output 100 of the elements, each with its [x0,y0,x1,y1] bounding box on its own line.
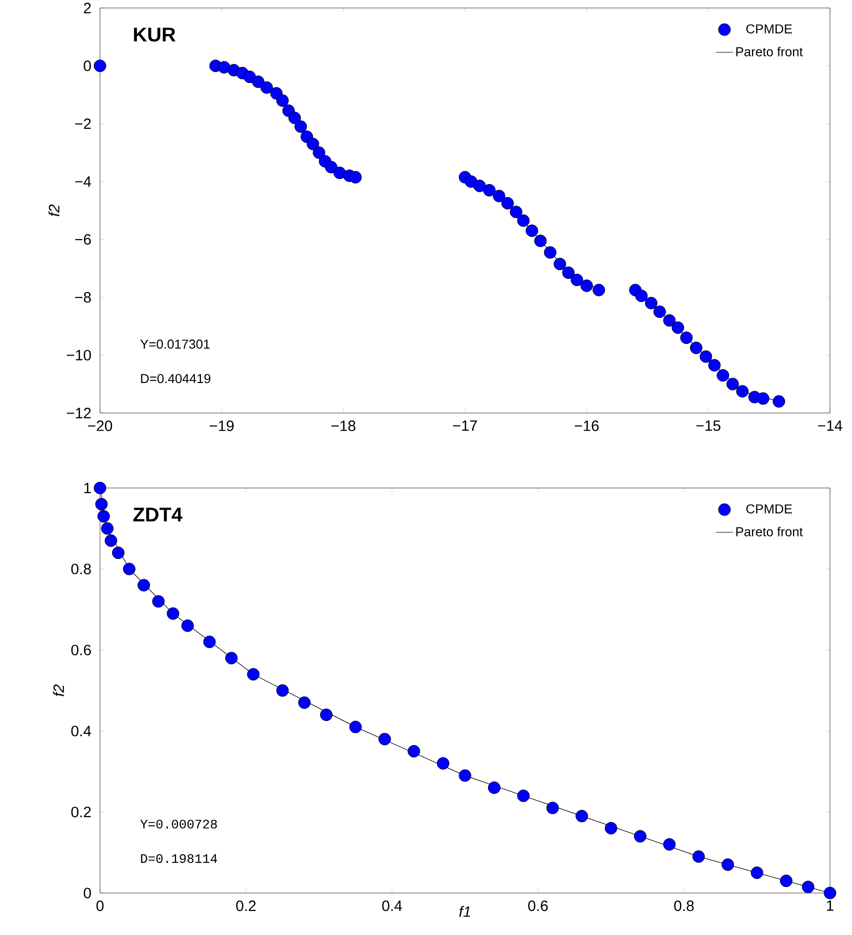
point [97,510,110,523]
y-tick-label: 2 [84,2,91,14]
point [534,234,547,248]
point [104,534,118,547]
y-tick-label: −8 [75,292,91,303]
point [780,874,792,888]
point [276,94,289,107]
point [473,180,486,192]
x-tick-label: −17 [453,420,477,431]
y-tick-label: 0 [84,60,91,72]
x-tick-label: 0.2 [236,900,256,912]
x-tick-label: −15 [696,420,720,431]
point [298,696,311,709]
point [260,81,273,94]
point [247,668,260,681]
legend-label: CPMDE [746,24,792,34]
x-tick-label: −16 [574,420,599,432]
point [492,190,506,202]
point [94,482,106,494]
point [736,385,749,398]
y-tick-label: 0 [84,888,91,898]
point [218,61,230,74]
point [203,636,216,648]
y-tick-label: −6 [75,234,91,245]
point [634,830,646,843]
point [680,332,693,344]
point [756,392,770,405]
point [635,290,648,302]
y-tick-label: 1 [84,482,91,494]
annotation: Y=0.000728 [140,820,217,829]
point [510,206,522,218]
x-tick-label: 0.4 [382,900,402,912]
y-tick-label: −10 [66,350,91,360]
x-tick-label: −20 [88,420,112,432]
text: ZDT4 [133,508,182,522]
point [726,378,739,390]
legend-label: Pareto front [736,526,803,536]
point [722,858,734,871]
point [544,246,556,259]
point [716,369,730,382]
point [700,350,712,363]
point [750,866,764,879]
point [483,184,496,196]
annotation: D=0.404419 [141,374,210,384]
point [436,757,450,770]
point [225,652,238,664]
x-tick-label: −14 [818,420,842,431]
point [166,607,180,620]
text: KUR [134,28,176,42]
point [276,684,289,697]
x-tick-label: −19 [210,420,234,432]
point [112,546,124,560]
point [653,306,666,318]
point [252,76,264,88]
point [501,197,514,210]
point [570,274,584,286]
point [138,578,150,592]
point [604,822,618,834]
point [708,359,721,372]
y-tick-label: 0.4 [71,726,92,736]
point [306,138,320,150]
point [312,146,326,159]
x-tick-label: 0.8 [674,900,694,912]
point [517,214,530,227]
x-tick-label: 0 [96,900,104,912]
point [824,886,836,900]
point [333,166,346,180]
x-tick-label: 1 [826,900,834,911]
point [692,850,705,863]
annotation: D=0.198114 [141,854,218,863]
point [408,745,420,758]
point [517,790,530,802]
point [324,160,338,174]
y-tick-label: −2 [75,118,91,129]
point [152,595,165,608]
point [122,562,136,576]
point [349,720,362,734]
x-axis-title: f1 [459,906,470,917]
y-tick-label: −12 [66,408,91,418]
point [526,224,538,237]
point [663,314,676,327]
legend-label: CPMDE [746,504,792,514]
point [349,170,362,184]
annotation: Y=0.017301 [140,340,210,349]
point [644,296,658,310]
point [294,120,307,133]
legend-label: Pareto front [736,46,803,56]
point [546,802,559,814]
point [320,708,333,722]
point [690,342,702,354]
point [802,880,814,894]
y-axis-title: f2 [48,204,60,216]
y-tick-label: 0.6 [71,644,91,656]
point [672,321,684,334]
point [663,838,676,851]
x-tick-label: 0.6 [528,900,548,912]
point [772,395,786,408]
point [592,284,606,296]
x-tick-label: −18 [331,420,356,432]
y-tick-label: 0.2 [71,806,91,818]
